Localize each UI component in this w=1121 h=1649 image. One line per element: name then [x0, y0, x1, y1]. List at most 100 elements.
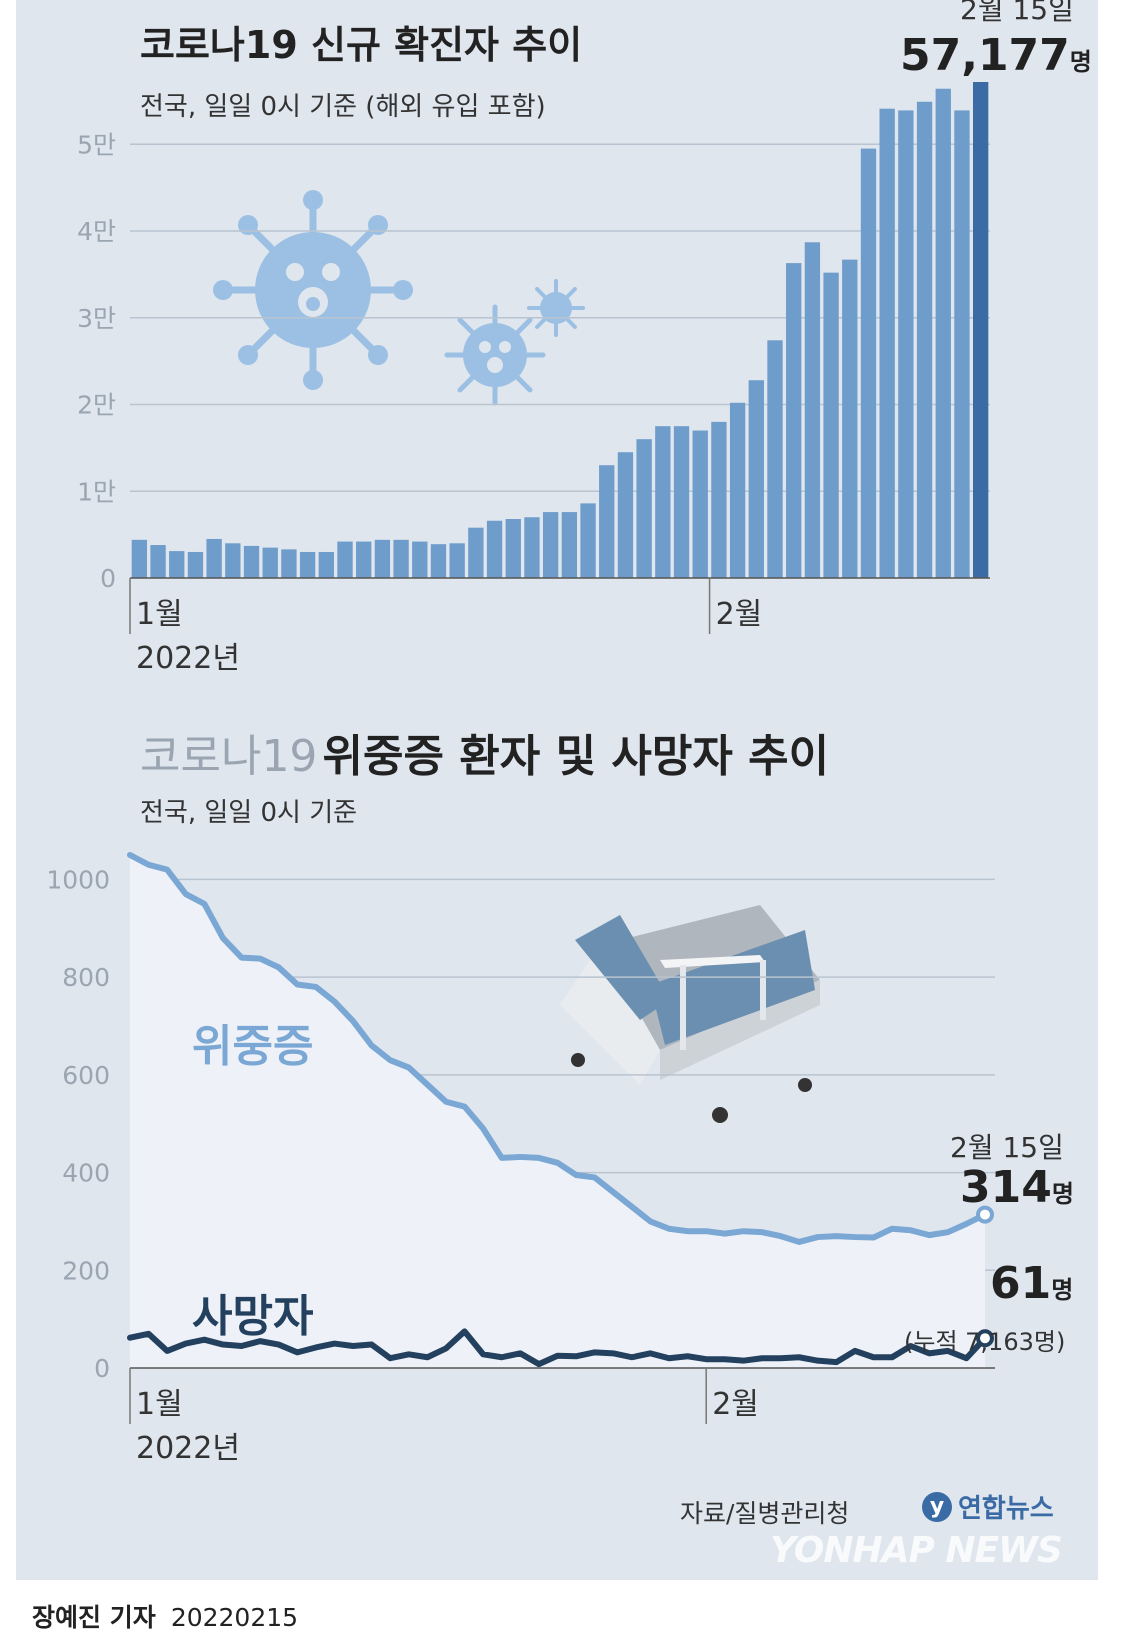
deaths-end-point	[976, 1329, 994, 1348]
bar	[299, 551, 316, 578]
critical-end-unit: 명	[1051, 1180, 1074, 1208]
bar	[786, 263, 802, 578]
line-chart-title-prefix: 코로나19	[140, 731, 318, 782]
line-y-tick-label: 1000	[46, 865, 110, 894]
line-chart-title: 코로나19 위중증 환자 및 사망자 추이	[140, 720, 829, 784]
critical-end-point	[976, 1205, 994, 1224]
line-x-tick-label: 2022년	[136, 1431, 240, 1466]
line-chart: 0 200 400 600 800 1000 1월 2022년 2월	[46, 852, 995, 1466]
bar	[187, 551, 204, 578]
bar	[842, 259, 858, 578]
bar	[542, 512, 559, 578]
virus-illustration	[213, 190, 585, 406]
bar	[561, 512, 578, 578]
critical-end-label: 314명	[960, 1162, 1074, 1213]
bar	[262, 547, 278, 578]
line-y-tick-label: 0	[94, 1354, 110, 1383]
line-y-tick-label: 800	[62, 963, 110, 992]
bar	[281, 549, 297, 578]
bar	[468, 527, 484, 578]
bar-x-tick-label: 1월	[136, 597, 183, 632]
bar	[131, 539, 148, 578]
bar-y-tick-label: 3만	[77, 304, 116, 333]
bar	[393, 539, 409, 578]
bar-y-tick-label: 4만	[77, 217, 116, 246]
bar	[150, 545, 166, 578]
bar-y-tick-label: 5만	[77, 130, 116, 159]
bar	[337, 541, 353, 578]
series-label-critical: 위중증	[192, 1021, 314, 1072]
bar	[673, 426, 690, 578]
bar	[636, 439, 652, 578]
bar-chart-subtitle: 전국, 일일 0시 기준 (해외 유입 포함)	[140, 92, 546, 122]
credit-line: 장예진 기자 20220215	[32, 1598, 298, 1634]
bar	[916, 101, 933, 578]
yonhap-watermark: YONHAP NEWS	[770, 1530, 1063, 1571]
line-y-tick-label: 600	[62, 1061, 110, 1090]
bar	[449, 543, 465, 578]
bar	[823, 272, 839, 578]
bar	[954, 110, 970, 579]
bar	[169, 551, 185, 578]
bar	[767, 340, 783, 578]
yonhap-logo: y 연합뉴스	[922, 1488, 1054, 1525]
deaths-line	[127, 1328, 988, 1368]
bar	[318, 551, 334, 578]
bar	[580, 503, 596, 578]
bar	[206, 538, 222, 578]
bar	[412, 541, 428, 578]
source-label: 자료/질병관리청	[680, 1499, 850, 1528]
critical-line	[127, 852, 988, 1245]
bar	[617, 452, 634, 578]
bar	[748, 380, 764, 578]
critical-area-fill	[130, 855, 985, 1368]
bar	[599, 465, 615, 578]
deaths-end-unit: 명	[1051, 1276, 1074, 1304]
bar	[243, 545, 260, 578]
bar	[374, 539, 391, 578]
line-y-tick-label: 200	[62, 1256, 110, 1285]
yonhap-logo-icon: y	[922, 1491, 952, 1522]
bar-chart: 0 1만 2만 3만 4만 5만 1월 2022년 2월	[77, 82, 990, 676]
bar	[655, 426, 671, 578]
line-chart-title-main: 위중증 환자 및 사망자 추이	[322, 731, 830, 782]
bar	[225, 543, 241, 578]
bar	[486, 520, 503, 578]
bar	[505, 519, 521, 578]
bar	[430, 544, 447, 578]
critical-end-date: 2월 15일	[950, 1131, 1064, 1164]
bar	[711, 421, 727, 578]
bar	[804, 242, 821, 578]
bar	[729, 402, 746, 578]
bar	[879, 108, 895, 578]
bar-highlight-label: 57,177명	[900, 30, 1092, 81]
line-y-tick-label: 400	[62, 1159, 110, 1188]
credit-bar	[0, 1580, 1121, 1649]
deaths-end-value: 61	[990, 1258, 1052, 1309]
bar	[692, 430, 708, 578]
deaths-end-label: 61명	[990, 1258, 1073, 1309]
deaths-cumulative-note: (누적 7,163명)	[904, 1328, 1066, 1356]
bar-highlight-unit: 명	[1069, 48, 1092, 76]
bar-highlight-value: 57,177	[900, 30, 1070, 81]
bar	[935, 88, 951, 579]
hospital-bed-illustration	[560, 905, 820, 1123]
bar-y-tick-label: 1만	[77, 477, 116, 506]
publish-date: 20220215	[170, 1603, 299, 1632]
bar-highlight-date: 2월 15일	[960, 0, 1074, 26]
bar-x-tick-label: 2022년	[136, 641, 240, 676]
bar-y-tick-label: 2만	[77, 391, 116, 420]
line-chart-subtitle: 전국, 일일 0시 기준	[140, 798, 358, 828]
bar	[524, 517, 540, 578]
reporter-credit: 장예진 기자	[32, 1603, 156, 1632]
bar	[972, 82, 989, 578]
bar-x-tick-label: 2월	[716, 597, 763, 632]
bar	[356, 541, 372, 578]
series-label-deaths: 사망자	[192, 1291, 314, 1342]
bar	[898, 110, 914, 579]
bar	[860, 148, 877, 579]
bar-y-tick-label: 0	[100, 564, 116, 593]
line-x-tick-label: 2월	[712, 1387, 759, 1422]
line-x-tick-label: 1월	[136, 1387, 183, 1422]
